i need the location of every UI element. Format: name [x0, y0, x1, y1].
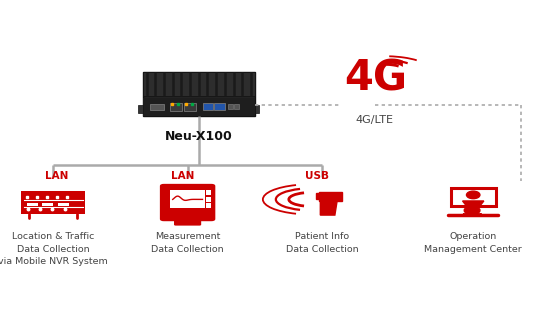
Text: Neu-X100: Neu-X100: [165, 130, 232, 143]
Bar: [184, 103, 196, 111]
Text: 4G: 4G: [344, 57, 408, 100]
Bar: [58, 203, 69, 206]
FancyBboxPatch shape: [174, 217, 201, 225]
Circle shape: [464, 206, 480, 215]
Text: LAN: LAN: [45, 171, 68, 181]
Circle shape: [466, 191, 480, 199]
Bar: [255, 105, 259, 113]
Bar: [206, 203, 211, 208]
FancyBboxPatch shape: [143, 72, 255, 116]
Polygon shape: [463, 214, 482, 215]
FancyBboxPatch shape: [143, 98, 255, 116]
Bar: [27, 203, 38, 206]
Polygon shape: [316, 193, 320, 199]
FancyBboxPatch shape: [451, 188, 496, 206]
Polygon shape: [320, 201, 337, 215]
Bar: [203, 103, 213, 110]
Text: Operation
Management Center: Operation Management Center: [424, 232, 522, 254]
Text: Measurement
Data Collection: Measurement Data Collection: [151, 232, 224, 254]
Bar: [206, 197, 211, 202]
Text: Patient Info
Data Collection: Patient Info Data Collection: [286, 232, 358, 254]
Bar: [170, 103, 182, 111]
FancyBboxPatch shape: [143, 72, 255, 96]
Bar: [150, 104, 164, 110]
Bar: [170, 190, 205, 208]
Bar: [43, 203, 54, 206]
Bar: [214, 103, 225, 110]
Text: 4G/LTE: 4G/LTE: [356, 115, 394, 125]
Polygon shape: [319, 192, 342, 201]
Text: LAN: LAN: [171, 171, 194, 181]
Text: USB: USB: [305, 171, 329, 181]
Text: Location & Traffic
Data Collection
via Mobile NVR System: Location & Traffic Data Collection via M…: [0, 232, 108, 267]
Bar: [228, 104, 233, 109]
Bar: [234, 104, 239, 109]
Bar: [138, 105, 143, 113]
Bar: [21, 191, 85, 214]
FancyBboxPatch shape: [160, 184, 216, 221]
Polygon shape: [463, 201, 484, 205]
Bar: [206, 190, 211, 195]
